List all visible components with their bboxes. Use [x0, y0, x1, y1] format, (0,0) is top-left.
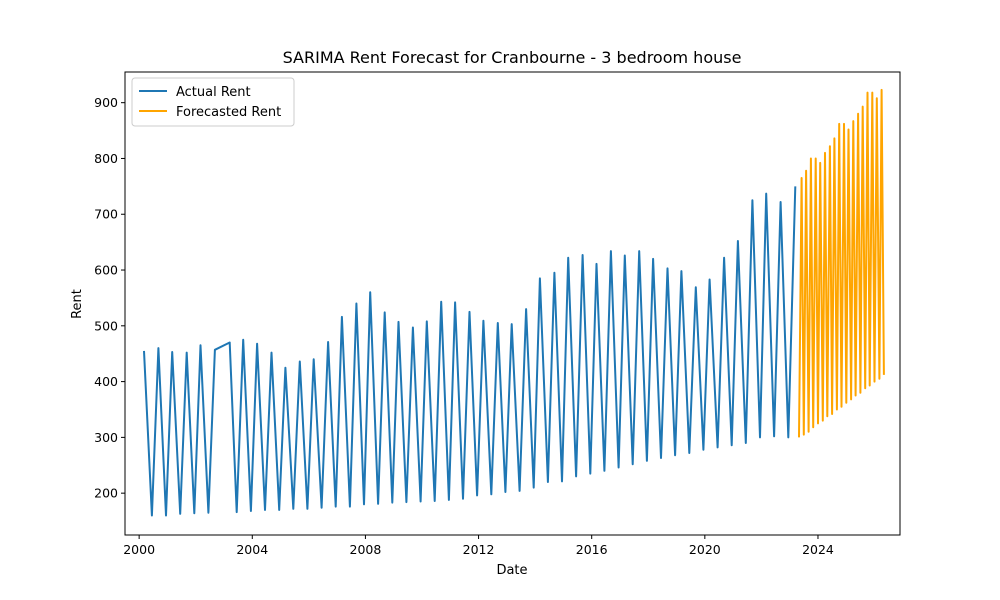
x-tick-label: 2012	[463, 542, 495, 557]
x-tick-label: 2024	[802, 542, 834, 557]
y-tick-label: 700	[94, 207, 118, 222]
legend-box	[131, 77, 295, 127]
legend: Actual Rent Forecasted Rent	[131, 77, 295, 127]
y-tick-label: 300	[94, 430, 118, 445]
series-line-actual-rent	[143, 186, 797, 517]
y-tick-label: 900	[94, 95, 118, 110]
legend-label-actual-rent: Actual Rent	[176, 85, 251, 100]
y-axis: 200 300 400 500 600 700 800 900	[94, 95, 125, 501]
y-tick-label: 400	[94, 374, 118, 389]
series-layer	[143, 88, 885, 517]
y-axis-label: Rent	[70, 289, 85, 319]
y-tick-label: 200	[94, 486, 118, 501]
x-axis: 2000 2004 2008 2012 2016 2020 2024	[123, 535, 834, 557]
y-tick-label: 500	[94, 318, 118, 333]
x-tick-label: 2020	[689, 542, 721, 557]
x-axis-label: Date	[496, 563, 527, 578]
x-tick-label: 2016	[576, 542, 608, 557]
x-tick-label: 2004	[236, 542, 268, 557]
plot-area-frame	[124, 71, 901, 536]
chart-title: SARIMA Rent Forecast for Cranbourne - 3 …	[283, 48, 742, 67]
series-line-forecasted-rent	[798, 88, 885, 438]
y-tick-label: 600	[94, 263, 118, 278]
x-tick-label: 2000	[123, 542, 155, 557]
x-tick-label: 2008	[350, 542, 382, 557]
y-tick-label: 800	[94, 151, 118, 166]
legend-label-forecasted-rent: Forecasted Rent	[176, 105, 281, 120]
